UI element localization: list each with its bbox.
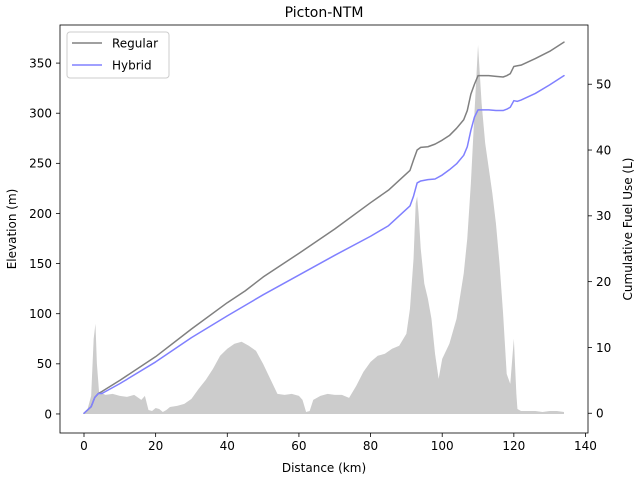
x-axis-ticks: 0 20 40 60 80 100 120 140 (80, 433, 597, 453)
chart-title: Picton-NTM (285, 5, 364, 21)
legend: Regular Hybrid (67, 32, 169, 78)
x-tick-label: 60 (291, 439, 306, 453)
legend-label-regular: Regular (112, 37, 158, 51)
legend-label-hybrid: Hybrid (112, 59, 152, 73)
x-axis-label: Distance (km) (282, 461, 366, 475)
y2-tick-label: 50 (596, 78, 611, 92)
y-tick-label: 150 (29, 257, 52, 271)
x-tick-label: 140 (574, 439, 597, 453)
x-tick-label: 0 (80, 439, 88, 453)
y2-tick-label: 40 (596, 143, 611, 157)
y2-tick-label: 0 (596, 407, 604, 421)
x-tick-label: 20 (148, 439, 163, 453)
x-tick-label: 80 (363, 439, 378, 453)
y-tick-label: 350 (29, 56, 52, 70)
y-tick-label: 300 (29, 107, 52, 121)
x-tick-label: 120 (502, 439, 525, 453)
y-axis-ticks: 0 50 100 150 200 250 300 350 (29, 56, 60, 421)
x-tick-label: 40 (220, 439, 235, 453)
y2-tick-label: 30 (596, 209, 611, 223)
elevation-layer (84, 45, 564, 414)
y-tick-label: 0 (44, 407, 52, 421)
y2-tick-label: 10 (596, 341, 611, 355)
y-axis-label: Elevation (m) (5, 189, 19, 270)
y-tick-label: 50 (37, 357, 52, 371)
y2-tick-label: 20 (596, 275, 611, 289)
y2-axis-label: Cumulative Fuel Use (L) (621, 158, 635, 301)
y-tick-label: 100 (29, 307, 52, 321)
y2-axis-ticks: 0 10 20 30 40 50 (588, 78, 611, 421)
elevation-area (84, 45, 564, 414)
x-tick-label: 100 (431, 439, 454, 453)
y-tick-label: 250 (29, 157, 52, 171)
y-tick-label: 200 (29, 207, 52, 221)
